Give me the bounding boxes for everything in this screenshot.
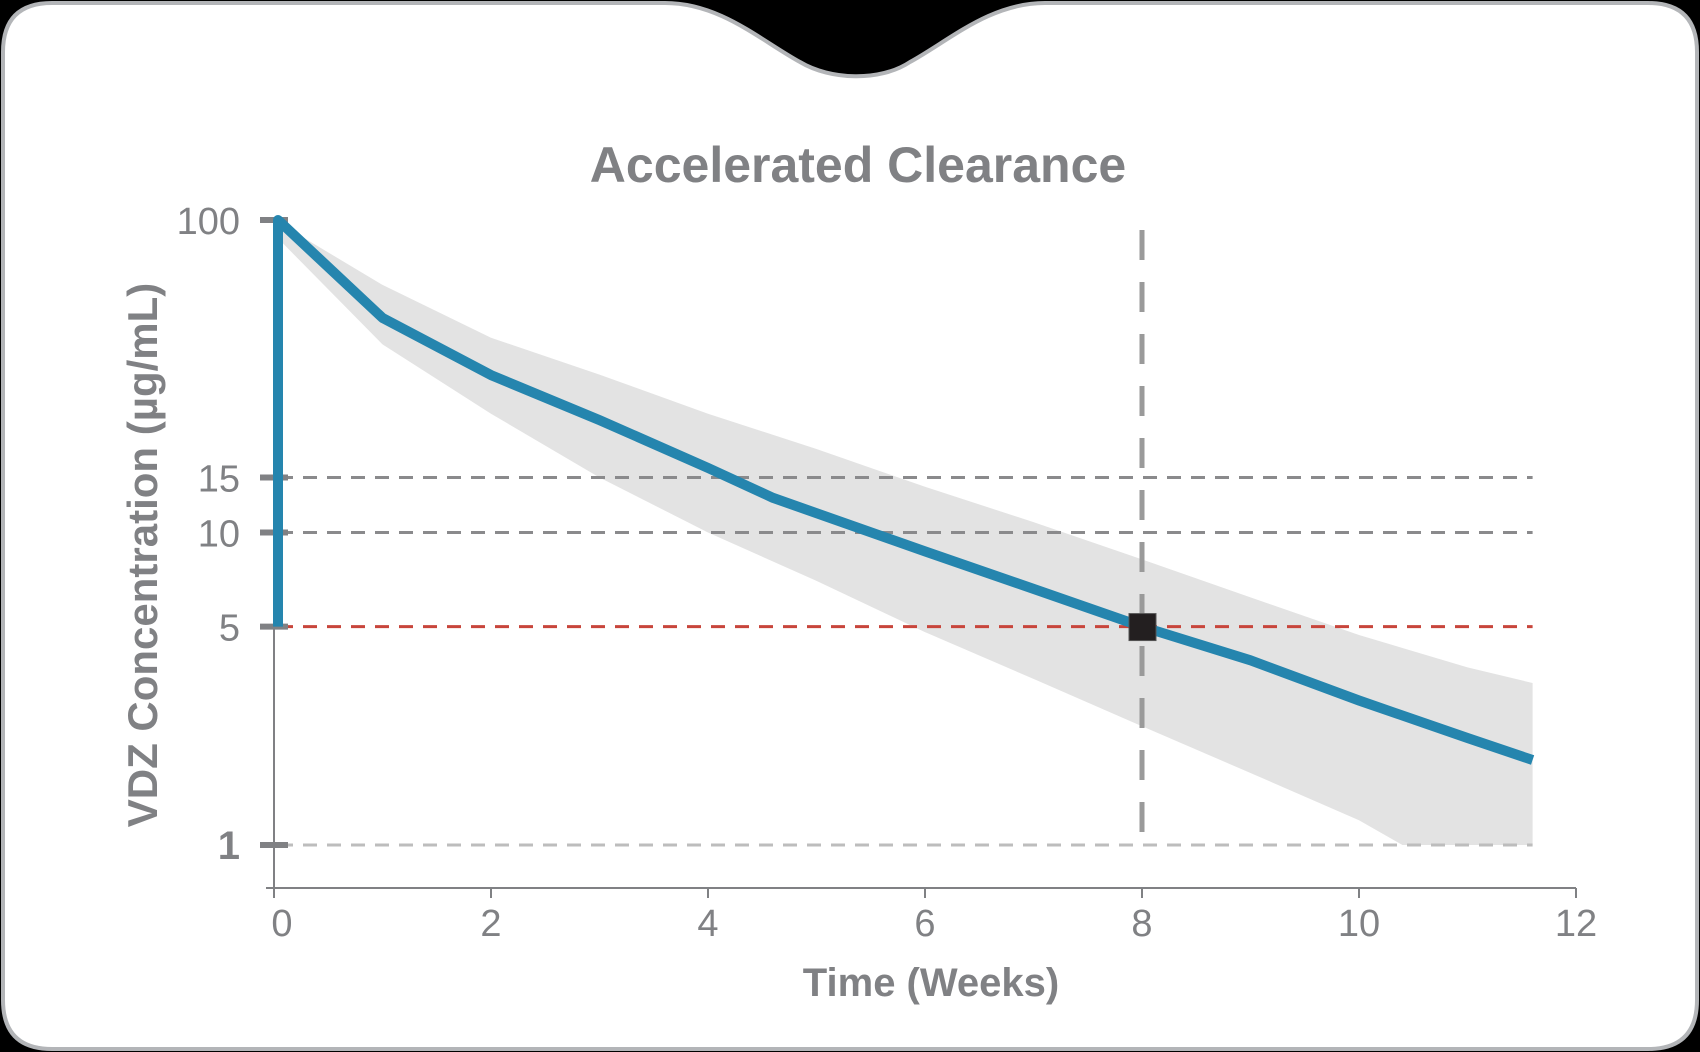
y-axis-label: VDZ Concentration (µg/mL) (119, 283, 166, 828)
x-tick-label: 8 (1131, 903, 1152, 945)
y-tick-label: 100 (177, 201, 240, 243)
y-tick-label: 1 (218, 824, 240, 868)
y-tick-label: 10 (198, 514, 240, 556)
chart-title: Accelerated Clearance (590, 137, 1126, 193)
x-tick-label: 0 (271, 903, 292, 945)
concentration-line (273, 215, 1535, 765)
y-tick-label: 5 (219, 608, 240, 650)
week-8-marker (1128, 613, 1157, 642)
x-tick-label: 10 (1338, 903, 1380, 945)
x-tick-label: 6 (914, 903, 935, 945)
y-tick-label: 15 (198, 458, 240, 500)
x-tick-label: 2 (480, 903, 501, 945)
x-tick-label: 4 (697, 903, 718, 945)
x-axis-label: Time (Weeks) (803, 961, 1059, 1005)
x-tick-label: 12 (1555, 903, 1597, 945)
